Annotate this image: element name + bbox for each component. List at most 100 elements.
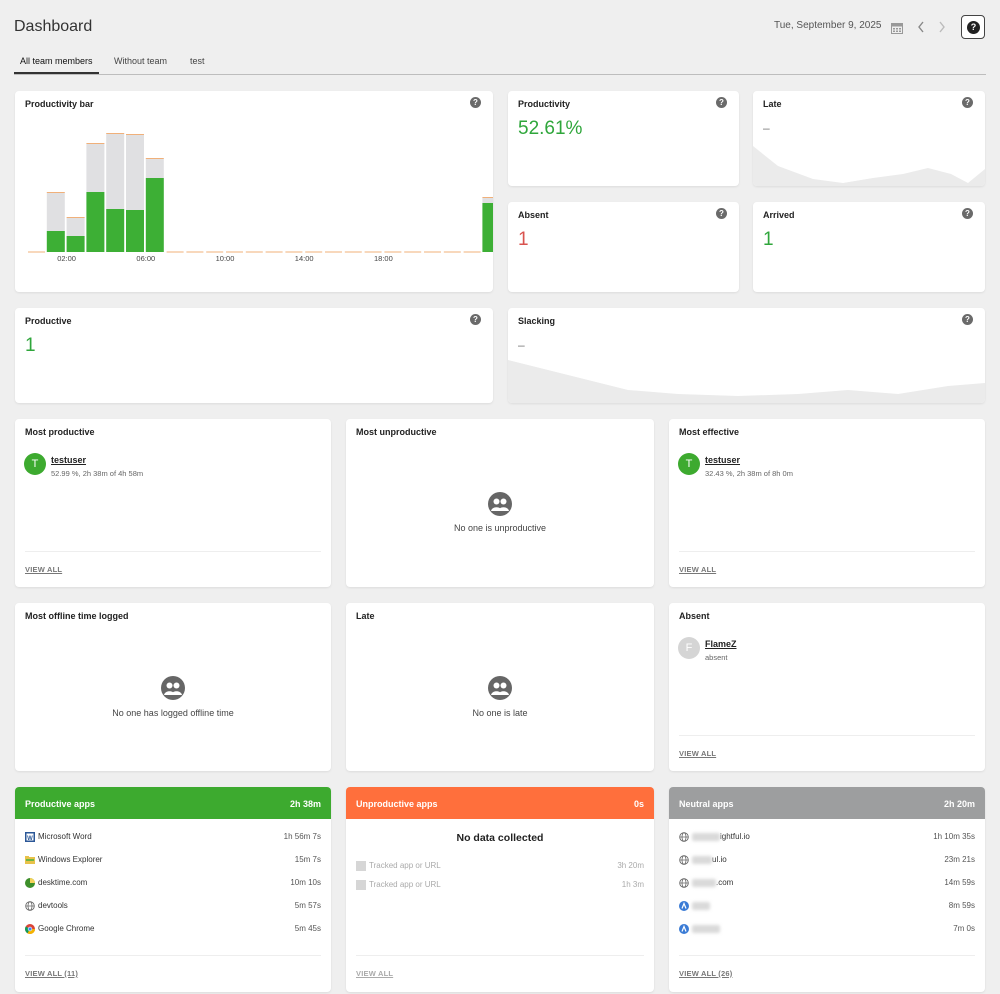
user-link[interactable]: FlameZ: [705, 639, 737, 649]
divider: [356, 955, 644, 956]
unproductive-apps-header[interactable]: Unproductive apps 0s: [346, 787, 654, 819]
chart-bar-idle: [46, 193, 65, 231]
chart-bar-productive: [482, 203, 493, 252]
slacking-value: –: [518, 338, 525, 352]
app-row[interactable]: desktime.com 10m 10s: [25, 877, 321, 891]
tab-all-team-members[interactable]: All team members: [20, 56, 93, 66]
app-row[interactable]: 7m 0s: [679, 923, 975, 937]
view-all-link[interactable]: VIEW ALL (26): [679, 969, 733, 978]
empty-message: No one is late: [472, 708, 528, 718]
user-link[interactable]: testuser: [705, 455, 741, 465]
user-link[interactable]: testuser: [51, 455, 87, 465]
card-title: Productivity: [518, 99, 571, 109]
help-icon[interactable]: ?: [470, 314, 481, 325]
neutral-apps-header[interactable]: Neutral apps 2h 20m: [669, 787, 985, 819]
app-row[interactable]: ul.io 23m 21s: [679, 854, 975, 868]
app-name: ul.io: [692, 855, 727, 864]
slacking-card: Slacking ? –: [508, 308, 985, 403]
chart-bar-cap: [126, 134, 144, 135]
productive-apps-header[interactable]: Productive apps 2h 38m: [15, 787, 331, 819]
placeholder-row: Tracked app or URL 3h 20m: [356, 860, 644, 874]
desktime-icon: [25, 878, 35, 888]
app-row[interactable]: devtools 5m 57s: [25, 900, 321, 914]
arrived-card: Arrived ? 1: [753, 202, 985, 292]
view-all-link[interactable]: VIEW ALL (11): [25, 969, 79, 978]
chart-tick-label: 06:00: [136, 254, 155, 263]
app-row[interactable]: Google Chrome 5m 45s: [25, 923, 321, 937]
globe-icon: [25, 901, 35, 911]
chart-bar-idle: [126, 135, 144, 210]
app-row[interactable]: Windows Explorer 15m 7s: [25, 854, 321, 868]
tab-test[interactable]: test: [190, 56, 205, 66]
card-title: Productive: [25, 316, 72, 326]
users-icon: [488, 492, 512, 516]
avatar[interactable]: T: [678, 453, 700, 475]
help-icon[interactable]: ?: [962, 208, 973, 219]
absent-value: 1: [518, 229, 529, 250]
chart-bar-productive: [86, 192, 105, 252]
app-time: 15m 7s: [294, 855, 321, 864]
app-row[interactable]: .com 14m 59s: [679, 877, 975, 891]
placeholder-square-icon: [356, 880, 366, 890]
card-title: Productivity bar: [25, 99, 94, 109]
app-time: 1h 3m: [621, 880, 644, 889]
most-productive-card: Most productive T testuser 52.99 %, 2h 3…: [15, 419, 331, 587]
avatar[interactable]: T: [24, 453, 46, 475]
chart-bar-cap: [66, 217, 85, 218]
unproductive-apps-card: Unproductive apps 0s No data collected T…: [346, 787, 654, 992]
user-stats: 52.99 %, 2h 38m of 4h 58m: [51, 469, 144, 478]
view-all-link[interactable]: VIEW ALL: [679, 565, 717, 574]
chart-bar-productive: [66, 236, 85, 252]
help-icon[interactable]: ?: [962, 314, 973, 325]
divider: [679, 551, 975, 552]
view-all-link[interactable]: VIEW ALL: [25, 565, 63, 574]
view-all-link[interactable]: VIEW ALL: [679, 749, 717, 758]
app-row[interactable]: ightful.io 1h 10m 35s: [679, 831, 975, 845]
app-row[interactable]: W Microsoft Word 1h 56m 7s: [25, 831, 321, 845]
chart-tick-label: 02:00: [57, 254, 76, 263]
app-icon: [679, 924, 689, 934]
chart-bar-idle: [145, 159, 164, 178]
card-title: Absent: [518, 210, 549, 220]
explorer-icon: [25, 855, 35, 865]
date-label[interactable]: Tue, September 9, 2025: [774, 20, 882, 31]
absent-card: Absent ? 1: [508, 202, 739, 292]
absent-list-card: Absent F FlameZ absent VIEW ALL: [669, 603, 985, 771]
late-card: Late ? –: [753, 91, 985, 186]
chevron-right-icon[interactable]: [937, 20, 947, 34]
productivity-value: 52.61%: [518, 118, 583, 139]
app-name: Windows Explorer: [38, 855, 103, 864]
most-offline-card: Most offline time logged No one has logg…: [15, 603, 331, 771]
chart-bar-cap: [46, 192, 65, 193]
globe-icon: [679, 855, 689, 865]
view-all-link[interactable]: VIEW ALL: [356, 969, 394, 978]
chart-bar-idle: [106, 134, 125, 209]
chart-bar-cap: [106, 133, 125, 134]
user-stats: 32.43 %, 2h 38m of 8h 0m: [705, 469, 793, 478]
divider: [679, 735, 975, 736]
help-icon[interactable]: ?: [962, 97, 973, 108]
header-title: Productive apps: [25, 799, 96, 809]
chart-bar-productive: [126, 210, 144, 252]
productive-apps-card: Productive apps 2h 38m W Microsoft Word …: [15, 787, 331, 992]
help-icon[interactable]: ?: [716, 97, 727, 108]
card-title: Late: [356, 611, 375, 621]
tab-without-team[interactable]: Without team: [114, 56, 168, 66]
app-icon: [679, 901, 689, 911]
chart-tick-label: 18:00: [374, 254, 393, 263]
users-icon: [161, 676, 185, 700]
globe-icon: [679, 878, 689, 888]
divider: [25, 955, 321, 956]
help-button[interactable]: ?: [961, 15, 985, 39]
chevron-left-icon[interactable]: [916, 20, 926, 34]
help-icon[interactable]: ?: [716, 208, 727, 219]
avatar[interactable]: F: [678, 637, 700, 659]
help-icon[interactable]: ?: [470, 97, 481, 108]
app-row[interactable]: 8m 59s: [679, 900, 975, 914]
calendar-icon[interactable]: [891, 21, 903, 34]
app-name: [692, 901, 710, 910]
app-time: 3h 20m: [617, 861, 644, 870]
productivity-bar-card: Productivity bar ? 02:00 06:00 10:00 14:00 1…: [15, 91, 493, 292]
chart-bar-idle: [66, 218, 85, 236]
empty-message: No one has logged offline time: [112, 708, 234, 718]
